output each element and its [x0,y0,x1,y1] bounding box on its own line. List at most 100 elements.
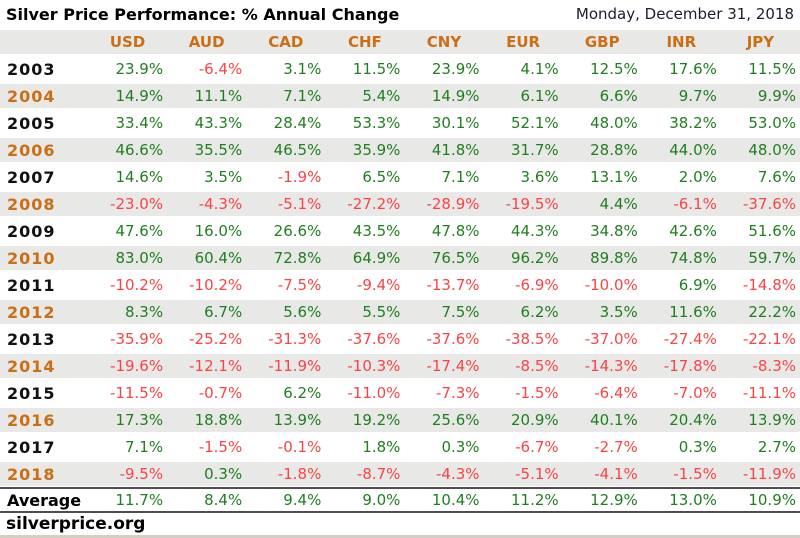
value-cell: 13.9% [246,406,326,433]
column-header-gbp: GBP [562,28,642,55]
average-value-cell: 11.2% [483,487,563,513]
value-cell: 2.7% [720,433,800,460]
site-brand: silverprice.org [6,514,146,534]
value-cell: -38.5% [483,325,563,352]
value-cell: 0.3% [641,433,721,460]
value-cell: -11.9% [720,460,800,487]
value-cell: -7.5% [246,271,326,298]
table-row-2004: 2004 14.9% 11.1% 7.1% 5.4% 14.9% 6.1% 6.6% 9.7% 9… [0,82,800,109]
year-cell: 2009 [0,217,88,244]
value-cell: 3.5% [562,298,642,325]
value-cell: 47.6% [88,217,168,244]
table-row-2006: 2006 46.6% 35.5% 46.5% 35.9% 41.8% 31.7% 28.8% 4… [0,136,800,163]
value-cell: -6.4% [562,379,642,406]
value-cell: 33.4% [88,109,168,136]
value-cell: -0.1% [246,433,326,460]
year-cell: 2016 [0,406,88,433]
value-cell: 53.3% [325,109,405,136]
value-cell: 51.6% [720,217,800,244]
average-value-cell: 8.4% [167,487,247,513]
value-cell: -4.1% [562,460,642,487]
value-cell: 5.4% [325,82,405,109]
value-cell: 12.5% [562,55,642,82]
value-cell: 53.0% [720,109,800,136]
value-cell: 11.1% [167,82,247,109]
value-cell: 7.1% [404,163,484,190]
value-cell: 41.8% [404,136,484,163]
value-cell: 16.0% [167,217,247,244]
value-cell: -2.7% [562,433,642,460]
value-cell: -5.1% [246,190,326,217]
value-cell: -8.7% [325,460,405,487]
value-cell: 43.3% [167,109,247,136]
average-value-cell: 9.4% [246,487,326,513]
value-cell: -8.3% [720,352,800,379]
column-header-row: USD AUD CAD CHF CNY EUR GBP INR JPY [0,28,800,55]
value-cell: 7.5% [404,298,484,325]
value-cell: 74.8% [641,244,721,271]
value-cell: 46.6% [88,136,168,163]
value-cell: 28.4% [246,109,326,136]
value-cell: -23.0% [88,190,168,217]
value-cell: 13.1% [562,163,642,190]
column-header-cad: CAD [246,28,326,55]
value-cell: 96.2% [483,244,563,271]
value-cell: 83.0% [88,244,168,271]
value-cell: 23.9% [88,55,168,82]
value-cell: -10.2% [167,271,247,298]
year-cell: 2014 [0,352,88,379]
value-cell: 5.6% [246,298,326,325]
value-cell: -37.0% [562,325,642,352]
value-cell: 48.0% [562,109,642,136]
value-cell: 23.9% [404,55,484,82]
value-cell: -4.3% [404,460,484,487]
value-cell: 14.9% [88,82,168,109]
annual-change-table: USD AUD CAD CHF CNY EUR GBP INR JPY 2003 23.9% -6.… [0,28,800,513]
value-cell: -5.1% [483,460,563,487]
value-cell: -9.4% [325,271,405,298]
year-cell: 2010 [0,244,88,271]
value-cell: -9.5% [88,460,168,487]
value-cell: -17.4% [404,352,484,379]
table-row-2018: 2018 -9.5% 0.3% -1.8% -8.7% -4.3% -5.1% -4.1% -1… [0,460,800,487]
value-cell: 64.9% [325,244,405,271]
value-cell: -8.5% [483,352,563,379]
value-cell: 46.5% [246,136,326,163]
table-row-2005: 2005 33.4% 43.3% 28.4% 53.3% 30.1% 52.1% 48.0% 3… [0,109,800,136]
value-cell: -6.1% [641,190,721,217]
date-label: Monday, December 31, 2018 [575,5,794,23]
value-cell: 31.7% [483,136,563,163]
value-cell: 6.7% [167,298,247,325]
value-cell: -1.5% [483,379,563,406]
value-cell: -37.6% [720,190,800,217]
value-cell: 7.1% [246,82,326,109]
year-cell: 2017 [0,433,88,460]
value-cell: 7.1% [88,433,168,460]
page-title: Silver Price Performance: % Annual Chang… [6,4,400,24]
table-row-2015: 2015 -11.5% -0.7% 6.2% -11.0% -7.3% -1.5% -6.4%… [0,379,800,406]
value-cell: 3.6% [483,163,563,190]
value-cell: 59.7% [720,244,800,271]
value-cell: 17.3% [88,406,168,433]
column-header-jpy: JPY [720,28,800,55]
value-cell: -37.6% [325,325,405,352]
title-bar: Silver Price Performance: % Annual Chang… [0,0,800,28]
table-row-2014: 2014 -19.6% -12.1% -11.9% -10.3% -17.4% -8.5% -… [0,352,800,379]
table-row-2008: 2008 -23.0% -4.3% -5.1% -27.2% -28.9% -19.5% 4.… [0,190,800,217]
value-cell: 0.3% [167,460,247,487]
value-cell: 9.7% [641,82,721,109]
year-cell: 2015 [0,379,88,406]
column-header-chf: CHF [325,28,405,55]
table-row-2013: 2013 -35.9% -25.2% -31.3% -37.6% -37.6% -38.5%… [0,325,800,352]
average-label: Average [0,487,88,513]
value-cell: -28.9% [404,190,484,217]
value-cell: -12.1% [167,352,247,379]
average-value-cell: 12.9% [562,487,642,513]
value-cell: -10.2% [88,271,168,298]
value-cell: 14.9% [404,82,484,109]
value-cell: -35.9% [88,325,168,352]
table-row-2017: 2017 7.1% -1.5% -0.1% 1.8% 0.3% -6.7% -2.7% 0.3%… [0,433,800,460]
column-header-cny: CNY [404,28,484,55]
year-cell: 2012 [0,298,88,325]
